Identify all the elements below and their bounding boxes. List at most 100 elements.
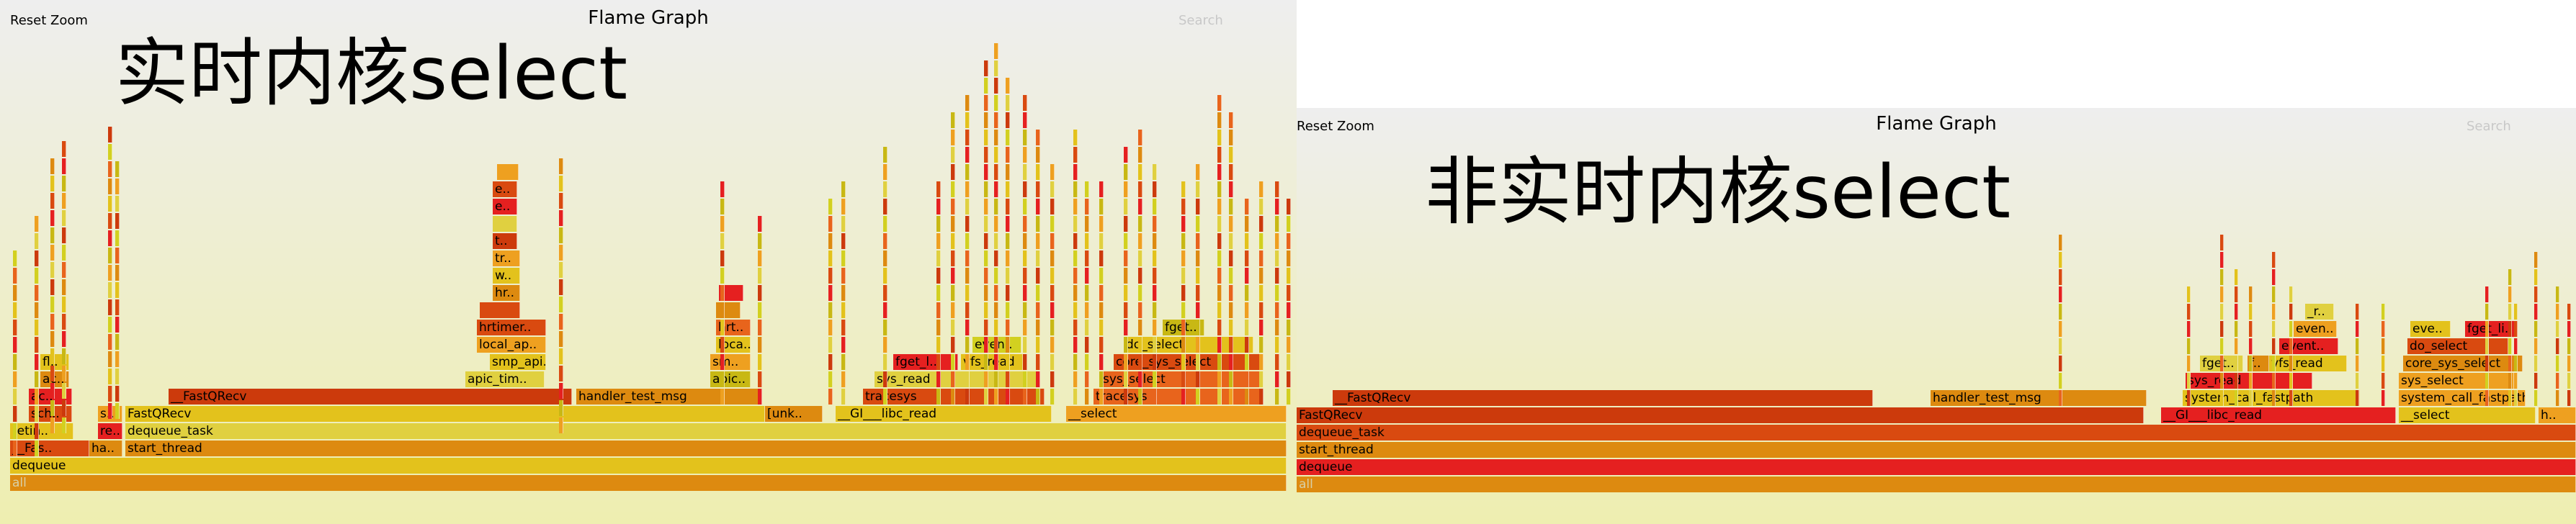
frame[interactable]	[1181, 371, 1186, 387]
frame[interactable]	[2485, 321, 2489, 337]
frame[interactable]	[1006, 371, 1010, 387]
frame[interactable]	[2220, 304, 2224, 320]
frame[interactable]	[1036, 302, 1040, 318]
frame[interactable]	[951, 112, 955, 128]
frame[interactable]	[2289, 390, 2293, 406]
frame[interactable]	[35, 406, 39, 422]
frame[interactable]	[841, 181, 846, 197]
frame[interactable]	[1196, 354, 1200, 370]
frame[interactable]	[1245, 233, 1249, 249]
frame[interactable]	[115, 161, 120, 177]
frame[interactable]	[841, 389, 846, 405]
frame[interactable]	[108, 403, 112, 419]
frame[interactable]	[2272, 390, 2276, 406]
frame[interactable]	[936, 181, 941, 197]
frame[interactable]	[1099, 250, 1104, 266]
frame[interactable]	[965, 95, 970, 111]
frame[interactable]	[1006, 337, 1010, 353]
frame-w[interactable]: w..	[493, 268, 520, 284]
frame[interactable]	[35, 371, 39, 387]
frame[interactable]	[965, 199, 970, 214]
frame[interactable]	[1036, 164, 1040, 180]
frame[interactable]	[1259, 302, 1264, 318]
frame-hrtimer[interactable]: hrtimer..	[477, 320, 546, 335]
frame[interactable]	[2508, 373, 2512, 389]
frame[interactable]	[62, 210, 66, 226]
frame[interactable]	[35, 389, 39, 405]
frame-t[interactable]: t..	[493, 233, 517, 249]
frame[interactable]	[1073, 302, 1078, 318]
frame[interactable]	[994, 78, 998, 94]
frame[interactable]	[115, 403, 120, 419]
frame[interactable]	[951, 371, 955, 387]
frame[interactable]	[1229, 181, 1233, 197]
frame[interactable]	[1036, 130, 1040, 145]
frame[interactable]	[1217, 268, 1222, 284]
frame[interactable]	[1217, 250, 1222, 266]
frame[interactable]	[108, 265, 112, 281]
frame[interactable]	[108, 317, 112, 333]
frame[interactable]	[951, 320, 955, 335]
frame[interactable]	[1181, 216, 1186, 232]
frame[interactable]	[720, 371, 725, 387]
frame[interactable]	[2249, 373, 2253, 389]
frame[interactable]	[2485, 373, 2489, 389]
frame[interactable]	[1217, 130, 1222, 145]
frame[interactable]	[1085, 389, 1089, 405]
frame[interactable]	[720, 337, 725, 353]
frame[interactable]	[1245, 354, 1249, 370]
frame[interactable]	[2514, 390, 2518, 406]
frame[interactable]	[1245, 302, 1249, 318]
frame[interactable]	[1217, 371, 1222, 387]
frame[interactable]	[2508, 390, 2512, 406]
frame[interactable]	[2272, 321, 2276, 337]
frame[interactable]	[1287, 337, 1291, 353]
frame[interactable]	[1217, 320, 1222, 335]
frame[interactable]	[1138, 216, 1142, 232]
frame[interactable]	[984, 337, 988, 353]
frame[interactable]	[1073, 164, 1078, 180]
frame[interactable]	[1153, 181, 1157, 197]
frame[interactable]	[984, 354, 988, 370]
frame[interactable]	[13, 320, 17, 335]
frame[interactable]	[841, 216, 846, 232]
frame[interactable]	[1036, 233, 1040, 249]
frame[interactable]	[35, 268, 39, 284]
frame[interactable]	[1196, 268, 1200, 284]
frame[interactable]	[720, 389, 725, 405]
frame[interactable]	[1229, 285, 1233, 301]
frame[interactable]	[115, 179, 120, 194]
frame[interactable]	[883, 285, 887, 301]
frame[interactable]	[951, 181, 955, 197]
frame[interactable]	[965, 389, 970, 405]
frame[interactable]	[1138, 337, 1142, 353]
frame[interactable]	[35, 285, 39, 301]
frame[interactable]	[2356, 338, 2359, 354]
frame[interactable]	[559, 400, 563, 416]
frame[interactable]	[1181, 320, 1186, 335]
frame[interactable]	[1085, 320, 1089, 335]
frame[interactable]	[2235, 338, 2238, 354]
frame[interactable]	[13, 371, 17, 387]
frame---fastqrecv[interactable]: __FastQRecv	[169, 389, 572, 405]
frame[interactable]	[1181, 199, 1186, 214]
frame[interactable]	[984, 181, 988, 197]
frame[interactable]	[841, 233, 846, 249]
frame[interactable]	[2356, 321, 2359, 337]
frame[interactable]	[994, 233, 998, 249]
frame[interactable]	[1050, 233, 1055, 249]
frame-core-sys-select[interactable]: core_sys_select	[1114, 354, 1261, 370]
frame[interactable]	[1099, 285, 1104, 301]
frame[interactable]	[2220, 390, 2224, 406]
frame[interactable]	[1138, 130, 1142, 145]
frame-sys-select[interactable]: sys_select	[2399, 373, 2514, 389]
frame[interactable]	[1217, 302, 1222, 318]
frame[interactable]	[2235, 373, 2238, 389]
frame[interactable]	[1138, 233, 1142, 249]
frame[interactable]	[1275, 354, 1279, 370]
frame[interactable]	[2356, 373, 2359, 389]
frame[interactable]	[1023, 268, 1027, 284]
frame[interactable]	[1006, 147, 1010, 163]
frame[interactable]	[994, 389, 998, 405]
frame[interactable]	[2534, 304, 2538, 320]
